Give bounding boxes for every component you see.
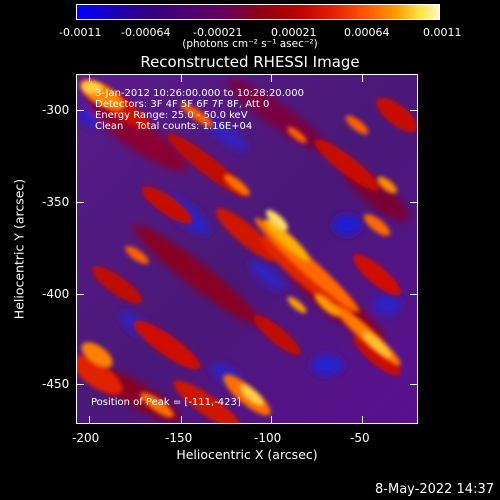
y-axis-tick bbox=[76, 202, 84, 203]
x-axis-tick bbox=[362, 74, 363, 82]
y-axis-label: Heliocentric Y (arcsec) bbox=[12, 179, 27, 319]
y-axis-tick bbox=[410, 202, 418, 203]
x-axis-tick bbox=[181, 74, 182, 82]
x-axis-tick bbox=[89, 74, 90, 82]
y-axis-tick bbox=[76, 294, 84, 295]
colorbar-units: (photons cm⁻² s⁻¹ asec⁻²) bbox=[0, 38, 500, 50]
peak-position-label: Position of Peak = [-111,-423] bbox=[91, 397, 241, 409]
image-title: Reconstructed RHESSI Image bbox=[0, 53, 500, 71]
x-axis-tick bbox=[362, 416, 363, 424]
x-axis-tick bbox=[271, 416, 272, 424]
y-tick-label: -350 bbox=[42, 195, 69, 209]
y-axis-tick bbox=[76, 384, 84, 385]
y-tick-label: -300 bbox=[42, 103, 69, 117]
solar-image: 3-Jan-2012 10:26:00.000 to 10:28:20.000 … bbox=[76, 74, 418, 424]
x-tick-label: -200 bbox=[72, 431, 99, 445]
x-axis-tick bbox=[89, 416, 90, 424]
x-axis-tick bbox=[181, 416, 182, 424]
x-tick-label: -50 bbox=[350, 431, 370, 445]
colorbar bbox=[76, 4, 440, 20]
x-tick-label: -100 bbox=[254, 431, 281, 445]
y-axis-tick bbox=[410, 294, 418, 295]
footer-date: 8-May-2022 14:37 bbox=[375, 482, 494, 497]
x-axis-label: Heliocentric X (arcsec) bbox=[76, 447, 418, 462]
y-tick-label: -400 bbox=[42, 287, 69, 301]
energy-range-label: Energy Range: 25.0 - 50.0 keV bbox=[95, 110, 248, 122]
detectors-label: Detectors: 3F 4F 5F 6F 7F 8F, Att 0 bbox=[95, 99, 269, 111]
y-axis-tick bbox=[76, 110, 84, 111]
clean-counts-label: Clean Total counts: 1.16E+04 bbox=[95, 121, 252, 133]
time-range-label: 3-Jan-2012 10:26:00.000 to 10:28:20.000 bbox=[95, 88, 304, 100]
y-axis-tick bbox=[410, 110, 418, 111]
y-tick-label: -450 bbox=[42, 377, 69, 391]
x-axis-tick bbox=[271, 74, 272, 82]
x-tick-label: -150 bbox=[165, 431, 192, 445]
y-axis-tick bbox=[410, 384, 418, 385]
